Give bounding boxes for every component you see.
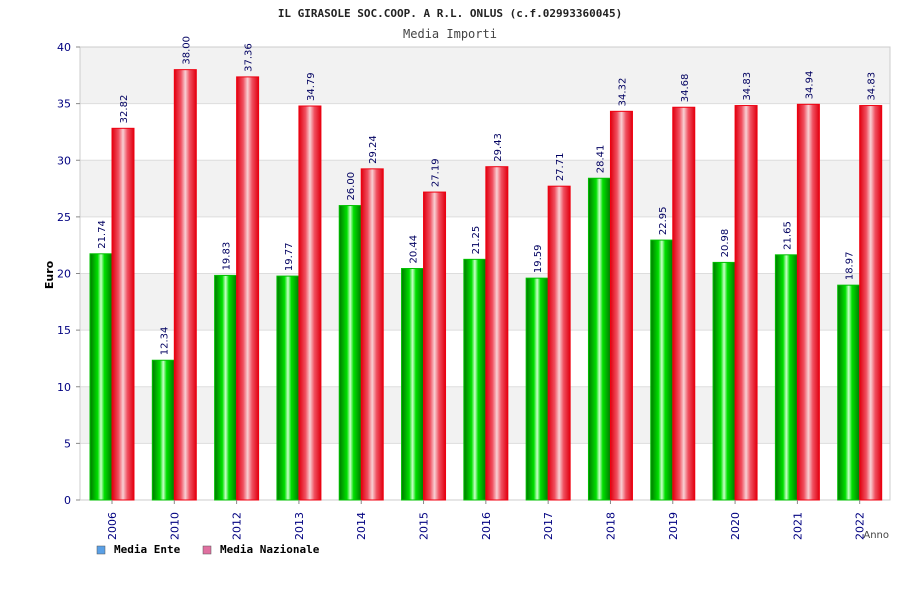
x-tick-label: 2020: [729, 512, 742, 540]
bar-media-nazionale: [734, 105, 758, 501]
bar-value-label: 21.25: [471, 226, 482, 255]
bar-value-label: 27.19: [431, 158, 442, 187]
y-tick-label: 40: [57, 41, 71, 54]
bar-media-nazionale: [796, 103, 820, 501]
bar-media-nazionale: [360, 168, 384, 501]
plot-band: [80, 47, 890, 104]
bar-value-label: 34.83: [742, 72, 753, 101]
bar-value-label: 34.68: [680, 74, 691, 103]
bar-value-label: 21.74: [97, 220, 108, 249]
bar-media-ente: [650, 239, 674, 501]
y-tick-label: 15: [57, 324, 71, 337]
bar-media-nazionale: [173, 69, 197, 501]
bar-value-label: 19.77: [284, 242, 295, 271]
y-axis-label: Euro: [43, 260, 56, 289]
bar-value-label: 34.32: [617, 78, 628, 107]
bar-value-label: 38.00: [181, 36, 192, 65]
x-tick-label: 2015: [418, 512, 431, 540]
bar-media-nazionale: [236, 76, 260, 501]
bar-media-ente: [525, 277, 549, 501]
y-axis-ticks: 0 5 10 15 20 25 30 35 40: [57, 41, 80, 507]
bar-value-label: 29.43: [493, 133, 504, 162]
x-tick-label: 2016: [480, 512, 493, 540]
bar-value-label: 20.98: [720, 229, 731, 258]
x-tick-label: 2021: [791, 512, 804, 540]
x-tick-label: 2012: [231, 512, 244, 540]
bar-media-ente: [151, 359, 175, 501]
legend: Media Ente Media Nazionale: [96, 543, 320, 556]
legend-label-media-ente: Media Ente: [114, 543, 181, 556]
plot-band: [80, 103, 890, 161]
y-tick-label: 20: [57, 268, 71, 281]
x-axis-label: Anno: [863, 530, 889, 541]
chart-subtitle: Media Importi: [403, 27, 497, 41]
bar-media-nazionale: [423, 191, 447, 501]
bar-media-nazionale: [547, 185, 571, 501]
x-tick-label: 2019: [667, 512, 680, 540]
x-axis-ticks: 2006 2010 2012 2013 2014 2015 2016 2017 2018 2019…: [106, 500, 867, 540]
bar-media-nazionale: [111, 127, 135, 501]
y-tick-label: 30: [57, 154, 71, 167]
x-tick-label: 2014: [355, 512, 368, 540]
bar-media-ente: [712, 261, 736, 501]
bar-value-label: 19.59: [533, 245, 544, 274]
x-tick-label: 2010: [168, 512, 181, 540]
y-tick-label: 35: [57, 98, 71, 111]
x-tick-label: 2022: [854, 512, 867, 540]
bar-media-nazionale: [298, 105, 322, 501]
bar-value-label: 20.44: [409, 235, 420, 264]
y-tick-label: 0: [64, 494, 71, 507]
bar-value-label: 19.83: [222, 242, 233, 271]
y-tick-label: 5: [64, 437, 71, 450]
bar-media-ente: [774, 254, 798, 501]
bar-value-label: 18.97: [845, 252, 856, 281]
bar-media-nazionale: [609, 110, 633, 501]
bar-value-label: 28.41: [595, 145, 606, 174]
y-tick-label: 25: [57, 211, 71, 224]
plot-band: [80, 160, 890, 217]
bar-media-nazionale: [485, 166, 509, 501]
bars: [89, 69, 883, 501]
bar-media-nazionale: [672, 106, 696, 501]
bar-media-ente: [837, 284, 861, 501]
x-tick-label: 2013: [293, 512, 306, 540]
x-tick-label: 2006: [106, 512, 119, 540]
bar-media-ente: [276, 275, 300, 501]
legend-label-media-nazionale: Media Nazionale: [220, 543, 320, 556]
chart-title: IL GIRASOLE SOC.COOP. A R.L. ONLUS (c.f.…: [278, 7, 622, 20]
bar-value-label: 32.82: [119, 95, 130, 124]
bar-value-label: 27.71: [555, 153, 566, 182]
bar-value-label: 22.95: [658, 206, 669, 235]
bar-media-ente: [214, 274, 238, 501]
bar-media-ente: [338, 205, 362, 501]
bar-value-label: 29.24: [368, 135, 379, 164]
bar-value-label: 37.36: [244, 43, 255, 72]
bar-value-labels: 21.74 32.82 12.34 38.00 19.83 37.36 19.77 34.79…: [97, 36, 878, 355]
y-tick-label: 10: [57, 381, 71, 394]
bar-value-label: 12.34: [159, 327, 170, 356]
bar-media-ente: [401, 268, 425, 501]
bar-value-label: 26.00: [346, 172, 357, 201]
bar-value-label: 34.79: [306, 72, 317, 101]
bar-value-label: 34.94: [804, 71, 815, 100]
bar-media-ente: [463, 258, 487, 501]
legend-swatch-media-ente: [96, 545, 106, 555]
x-tick-label: 2018: [604, 512, 617, 540]
x-tick-label: 2017: [542, 512, 555, 540]
legend-swatch-media-nazionale: [202, 545, 212, 555]
bar-value-label: 21.65: [782, 221, 793, 250]
bar-media-ente: [89, 253, 113, 501]
bar-value-label: 34.83: [867, 72, 878, 101]
bar-media-ente: [587, 177, 611, 501]
bar-media-nazionale: [859, 105, 883, 501]
